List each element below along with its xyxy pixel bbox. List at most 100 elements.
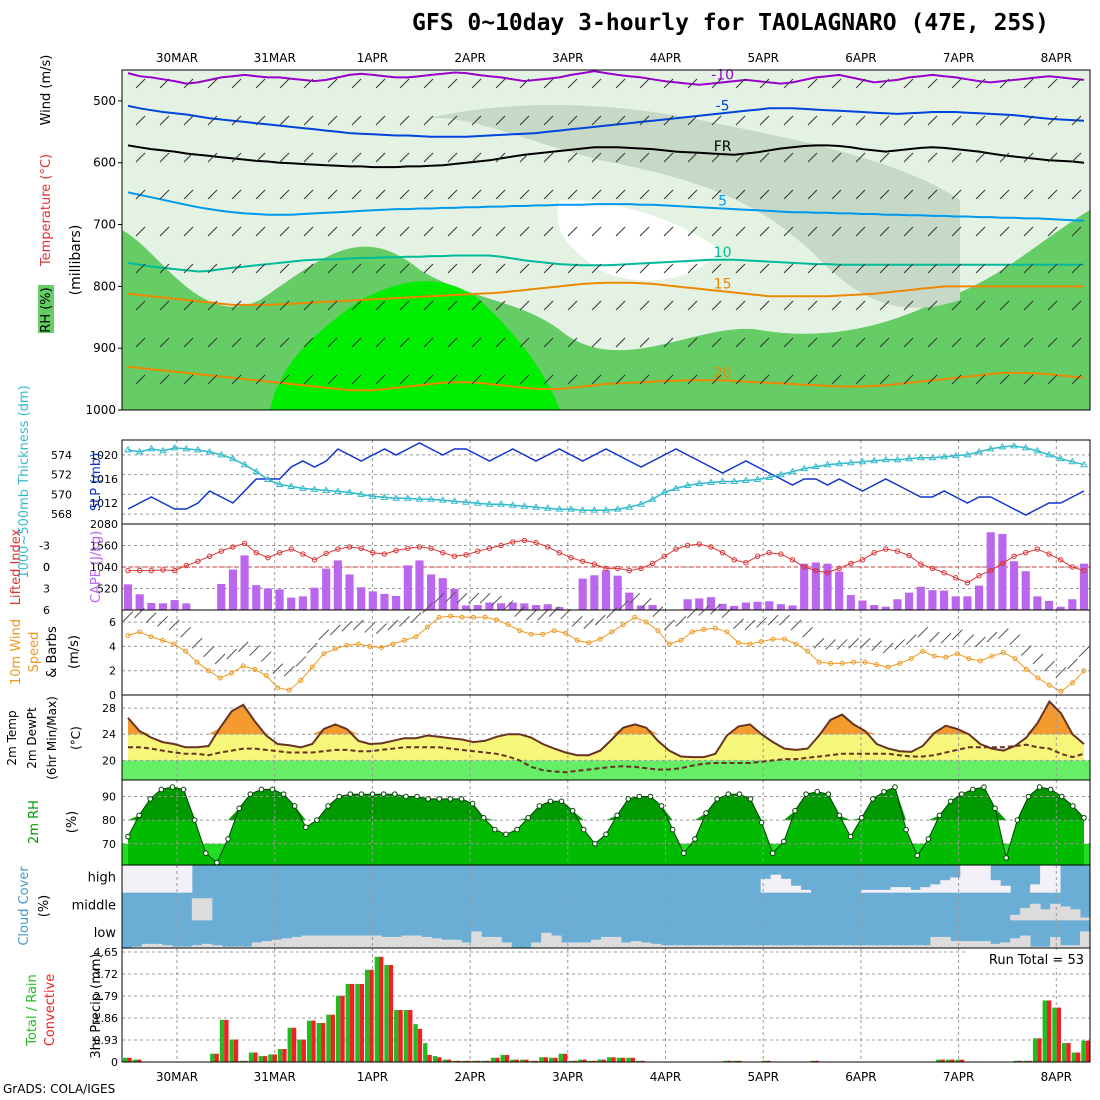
precip-convective-bar [466, 1060, 471, 1062]
wind-tick-label: 4 [109, 640, 116, 653]
surface-wind-barb [399, 616, 410, 627]
cape-bar [881, 606, 890, 610]
rh2m-marker [636, 793, 643, 800]
cloud-bar [241, 946, 253, 948]
cape-bar [135, 594, 144, 610]
cape-bar [928, 590, 937, 610]
wind-barb [831, 300, 842, 311]
cloud-bar [601, 936, 612, 948]
cape-bar [718, 603, 727, 610]
precip-total-bar [529, 1060, 534, 1062]
cape-tick-label: 520 [97, 583, 118, 596]
wind-barb [255, 337, 266, 348]
precip-total-bar [548, 1057, 554, 1062]
surface-wind-barb [226, 648, 238, 660]
rh2m-marker [592, 840, 598, 847]
wind-barb [567, 226, 578, 237]
rh2m-marker [569, 807, 576, 814]
rh2m-marker [480, 814, 487, 821]
rh2m-marker [903, 826, 909, 833]
surface-wind-barb [237, 641, 249, 653]
wind-barb [831, 337, 842, 348]
wind-barb [519, 300, 530, 311]
cloud-bar [660, 945, 672, 948]
lifted-index-marker [323, 550, 329, 557]
precip-total-bar [1081, 1040, 1086, 1062]
wind-barb [735, 226, 746, 237]
thickness-marker [695, 479, 704, 486]
rh2m-marker [558, 798, 565, 805]
wind-barb [663, 226, 674, 237]
wind-speed-marker [171, 641, 177, 647]
lifted-index-marker [405, 545, 411, 552]
wind-barb [783, 115, 794, 126]
wind-barb [135, 189, 146, 200]
precip-convective-bar [737, 1060, 742, 1062]
temp-axis-label-1: 2m Temp [5, 710, 19, 765]
wind-barb [159, 152, 170, 163]
wind-barb [1071, 374, 1082, 385]
wind-barb [1047, 189, 1058, 200]
wind-barb [591, 263, 602, 274]
precip-total-bar [219, 1019, 225, 1062]
wind-barb [975, 78, 986, 89]
cape-bar [788, 605, 797, 610]
wind-barb [855, 152, 866, 163]
temp-green-band [122, 760, 1090, 780]
wind-barb [519, 189, 530, 200]
precip-convective-bar [340, 995, 345, 1062]
cloud-bar [880, 889, 891, 893]
wind-barb [711, 152, 722, 163]
rh2m-dark-area [128, 787, 1084, 821]
wind-barb [231, 337, 242, 348]
cloud-bar [151, 943, 163, 948]
wind-barb [543, 337, 554, 348]
wind-speed-marker [747, 641, 753, 647]
lifted-index-marker [521, 537, 528, 544]
temp-contour-label: 5 [718, 193, 727, 209]
wind-barb [423, 78, 434, 89]
rh2m-marker [881, 789, 887, 795]
precip-tick-label: 0.93 [94, 1034, 119, 1047]
thickness-marker [310, 485, 319, 492]
wind-barb [1047, 152, 1058, 163]
wind-barb [615, 115, 626, 126]
precip-convective-bar [127, 1057, 132, 1062]
precip-tick-label: 2.79 [94, 990, 119, 1003]
wind-barb [855, 115, 866, 126]
upper-y-tick-label: 900 [93, 341, 116, 355]
slp-tick-label: 1012 [90, 497, 118, 510]
precip-total-bar [355, 983, 360, 1062]
wind-barb [399, 152, 410, 163]
wind-speed-line [127, 615, 1085, 692]
thickness-marker [532, 503, 540, 510]
thickness-marker [881, 455, 890, 463]
wind-barb [567, 374, 578, 385]
wind-barb [879, 115, 890, 126]
wind-barb [831, 78, 842, 89]
wind-speed-marker [643, 619, 649, 625]
run-total-label: Run Total = 53 [989, 953, 1084, 968]
lifted-index-marker [276, 549, 283, 556]
cape-bar [695, 598, 704, 610]
rh2m-marker [1025, 793, 1032, 800]
precip-convective-bar [959, 1059, 965, 1062]
wind-barb [687, 115, 698, 126]
wind-barb [975, 152, 986, 163]
rh2m-marker [236, 805, 242, 812]
wind-barb [1071, 226, 1082, 237]
wind-speed-marker [908, 656, 914, 662]
wind-barb [807, 263, 818, 274]
rh2m-tick-label: 80 [102, 814, 116, 827]
rh2m-marker [825, 791, 832, 797]
rh2m-marker [336, 793, 343, 800]
wind-barb [519, 337, 530, 348]
cape-bar [380, 593, 389, 610]
precip-total-bar [432, 1056, 438, 1062]
cloud-bar [271, 939, 283, 948]
precip-frame [121, 947, 1091, 1063]
rh2m-marker [347, 791, 354, 797]
cape-bar [508, 602, 517, 610]
rh2m-marker [503, 831, 509, 838]
cloud-bar [401, 935, 412, 948]
